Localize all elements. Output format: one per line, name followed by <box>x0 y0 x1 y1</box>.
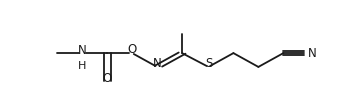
Text: H: H <box>78 61 86 71</box>
Text: S: S <box>205 57 212 70</box>
Text: N: N <box>153 57 161 70</box>
Text: N: N <box>78 44 87 57</box>
Text: O: O <box>102 72 112 85</box>
Text: O: O <box>127 43 137 56</box>
Text: N: N <box>308 47 317 60</box>
